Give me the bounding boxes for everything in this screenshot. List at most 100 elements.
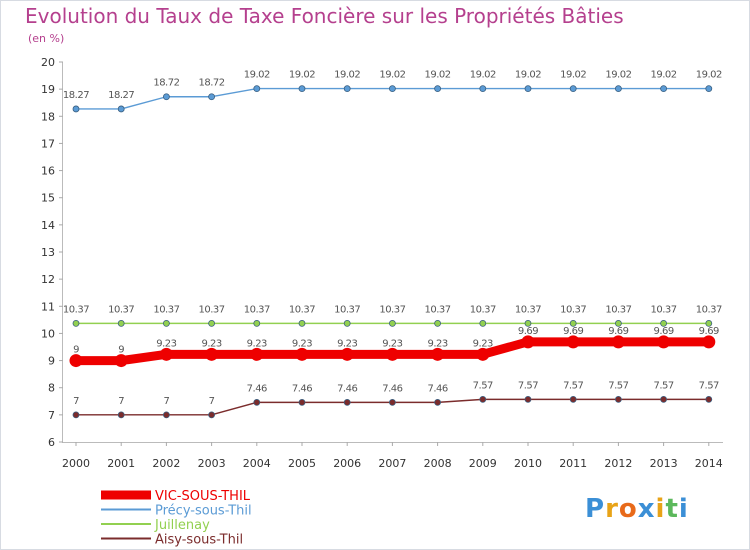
- series-point-2: [569, 319, 577, 327]
- y-tick-label: 19: [41, 83, 55, 96]
- data-label: 7.57: [608, 380, 628, 391]
- data-label: 10.37: [199, 304, 225, 315]
- legend: VIC-SOUS-THILPrécy-sous-ThilJuillenayAis…: [101, 489, 252, 548]
- data-label: 9: [118, 345, 124, 356]
- series-point-1: [388, 85, 396, 92]
- y-tick-label: 16: [41, 165, 55, 178]
- data-label: 7.57: [653, 380, 673, 391]
- data-label: 9.69: [518, 326, 538, 337]
- data-label: 9.69: [563, 326, 583, 337]
- x-tick-label: 2004: [243, 457, 271, 470]
- data-labels: 9 9 9.23 9.23 9.23 9.23 9.23 9.23 9.23 9.23 9.69 9.…: [63, 70, 723, 407]
- data-label: 10.37: [560, 304, 586, 315]
- series-point-2: [253, 319, 261, 327]
- legend-label: Aisy-sous-Thil: [155, 533, 243, 548]
- data-label: 10.37: [379, 304, 405, 315]
- y-tick-label: 13: [41, 246, 55, 259]
- series-point-1: [253, 85, 261, 92]
- series-point-0: [385, 347, 399, 361]
- x-tick-label: 2002: [152, 457, 180, 470]
- x-tick-label: 2000: [62, 457, 90, 470]
- data-label: 19.02: [334, 70, 360, 81]
- series-point-1: [479, 85, 487, 92]
- series-point-1: [343, 85, 351, 92]
- data-label: 10.37: [108, 304, 134, 315]
- data-label: 19.02: [244, 70, 270, 81]
- data-label: 19.02: [560, 70, 586, 81]
- legend-label: VIC-SOUS-THIL: [155, 489, 251, 504]
- series-point-1: [660, 85, 667, 92]
- data-label: 10.37: [605, 304, 631, 315]
- axis-ticks: 6 7 8 9 10 11 12 13 14 15 16 17 18 19 20 2000 2001 2002 20…: [41, 56, 723, 470]
- series-point-0: [521, 335, 535, 349]
- data-label: 9.69: [653, 326, 673, 337]
- series-point-0: [611, 335, 625, 349]
- series-point-0: [295, 347, 309, 361]
- series-point-0: [69, 354, 83, 368]
- x-tick-label: 2012: [604, 457, 632, 470]
- data-label: 9.23: [382, 338, 402, 349]
- data-label: 19.02: [605, 70, 631, 81]
- logo-letter: i: [656, 494, 666, 524]
- logo-letter: t: [665, 494, 678, 524]
- series-point-2: [434, 319, 442, 327]
- series-point-1: [162, 93, 170, 101]
- y-tick-label: 17: [41, 137, 55, 150]
- series-point-3: [569, 395, 577, 403]
- data-label: 10.37: [515, 304, 541, 315]
- logo-letter: P: [585, 494, 605, 524]
- data-label: 19.02: [379, 70, 405, 81]
- series-point-2: [343, 319, 351, 327]
- series-point-3: [72, 411, 80, 419]
- logo-letter: i: [679, 494, 689, 524]
- data-label: 19.02: [651, 70, 677, 81]
- data-label: 7.46: [292, 383, 312, 394]
- data-label: 19.02: [289, 70, 315, 81]
- data-label: 18.27: [108, 90, 134, 101]
- data-label: 19.02: [515, 70, 541, 81]
- y-tick-label: 6: [48, 436, 55, 449]
- data-label: 9.23: [156, 338, 176, 349]
- data-label: 9.23: [247, 338, 267, 349]
- data-label: 9: [73, 345, 79, 356]
- data-label: 7: [209, 396, 215, 407]
- legend-label: Précy-sous-Thil: [155, 504, 252, 519]
- data-label: 7: [163, 396, 169, 407]
- data-label: 9.69: [699, 326, 719, 337]
- series-point-2: [162, 319, 170, 327]
- data-label: 19.02: [425, 70, 451, 81]
- chart-title: Evolution du Taux de Taxe Foncière sur l…: [25, 4, 624, 28]
- logo-letter: r: [605, 494, 619, 524]
- data-label: 10.37: [470, 304, 496, 315]
- logo-letter: o: [619, 494, 638, 524]
- series-point-2: [388, 319, 396, 327]
- data-label: 7.57: [563, 380, 583, 391]
- series-point-0: [205, 347, 219, 361]
- data-label: 7.46: [427, 383, 447, 394]
- series-point-3: [388, 398, 396, 406]
- data-label: 9.69: [608, 326, 628, 337]
- x-tick-label: 2005: [288, 457, 316, 470]
- data-label: 9.23: [201, 338, 221, 349]
- data-label: 10.37: [334, 304, 360, 315]
- series-point-0: [159, 347, 173, 361]
- x-tick-label: 2009: [469, 457, 497, 470]
- series-point-3: [253, 398, 261, 406]
- series-point-1: [298, 85, 306, 92]
- x-tick-label: 2007: [378, 457, 406, 470]
- x-tick-label: 2008: [424, 457, 452, 470]
- data-label: 10.37: [244, 304, 270, 315]
- data-label: 7.57: [518, 380, 538, 391]
- proxiti-logo: Proxiti: [585, 494, 689, 524]
- x-tick-label: 2014: [695, 457, 723, 470]
- series-point-3: [343, 398, 351, 406]
- data-label: 9.23: [292, 338, 312, 349]
- series-point-3: [162, 411, 170, 419]
- series-point-3: [434, 398, 442, 406]
- chart-unit-label: (en %): [28, 32, 64, 45]
- y-tick-label: 20: [41, 56, 55, 69]
- data-label: 7: [118, 396, 124, 407]
- y-tick-label: 12: [41, 273, 55, 286]
